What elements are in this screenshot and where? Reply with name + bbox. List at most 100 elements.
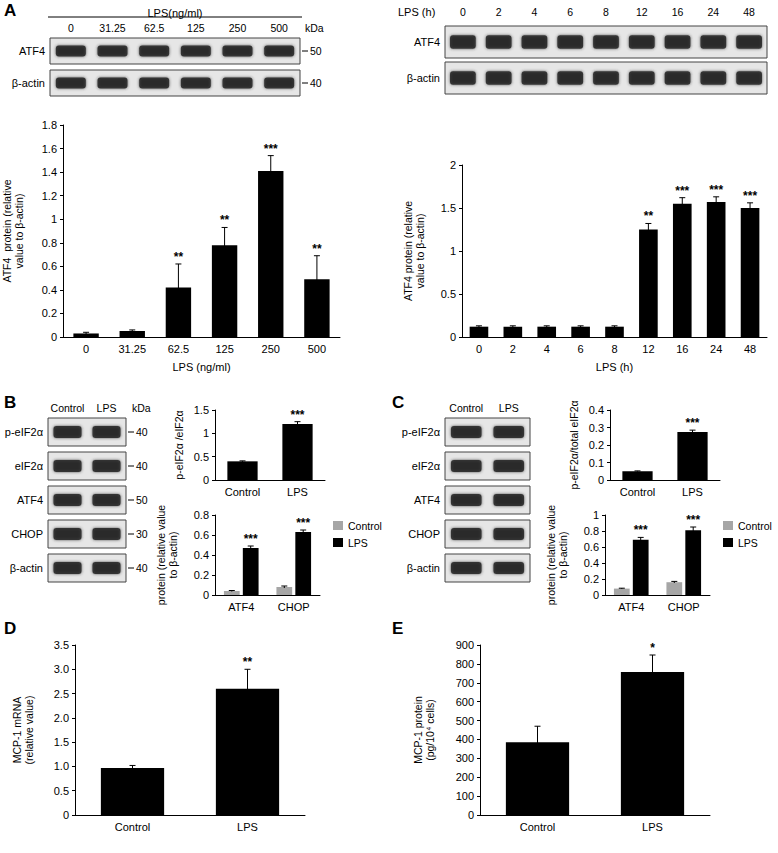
svg-text:ATF4: ATF4 <box>414 36 440 48</box>
svg-text:24: 24 <box>707 6 719 18</box>
svg-text:0.5: 0.5 <box>194 451 209 463</box>
svg-text:to β-actin): to β-actin) <box>557 532 569 579</box>
svg-text:2: 2 <box>450 159 456 171</box>
svg-text:Control: Control <box>738 520 772 532</box>
svg-text:6: 6 <box>578 343 584 355</box>
svg-text:0.2: 0.2 <box>42 307 57 319</box>
svg-text:A: A <box>4 1 16 20</box>
svg-text:1: 1 <box>203 427 209 439</box>
svg-text:***: *** <box>296 516 310 530</box>
svg-text:**: ** <box>644 209 654 223</box>
svg-text:ATF4: ATF4 <box>618 601 644 613</box>
svg-text:LPS: LPS <box>97 402 117 414</box>
svg-text:MCP-1 protein: MCP-1 protein <box>412 696 424 764</box>
svg-text:MCP-1 mRNA: MCP-1 mRNA <box>11 697 23 764</box>
svg-text:40: 40 <box>136 460 148 472</box>
svg-text:p-eIF2α /eIF2α: p-eIF2α /eIF2α <box>173 410 185 479</box>
svg-text:**: ** <box>220 213 230 227</box>
svg-text:0.5: 0.5 <box>441 288 456 300</box>
svg-text:500: 500 <box>456 715 474 727</box>
svg-text:0.1: 0.1 <box>589 457 604 469</box>
svg-text:800: 800 <box>456 658 474 670</box>
svg-text:500: 500 <box>308 343 326 355</box>
svg-text:E: E <box>392 619 403 638</box>
svg-text:300: 300 <box>456 752 474 764</box>
svg-text:0: 0 <box>593 589 599 601</box>
svg-text:500: 500 <box>270 22 288 34</box>
svg-text:0: 0 <box>468 809 474 821</box>
svg-text:0.8: 0.8 <box>42 237 57 249</box>
svg-text:LPS (h): LPS (h) <box>398 6 435 18</box>
svg-text:1: 1 <box>593 509 599 521</box>
svg-text:**: ** <box>243 655 253 669</box>
svg-text:***: *** <box>244 532 258 546</box>
svg-text:6: 6 <box>567 6 573 18</box>
svg-text:LPS: LPS <box>738 537 758 549</box>
svg-text:C: C <box>392 393 404 412</box>
svg-text:48: 48 <box>743 6 755 18</box>
svg-text:p-eIF2α: p-eIF2α <box>402 426 441 438</box>
svg-text:ATF4 protein (relative: ATF4 protein (relative <box>402 201 414 301</box>
svg-text:400: 400 <box>456 733 474 745</box>
svg-text:700: 700 <box>456 677 474 689</box>
svg-text:β-actin: β-actin <box>407 72 440 84</box>
svg-text:48: 48 <box>744 343 756 355</box>
svg-text:0: 0 <box>83 343 89 355</box>
svg-text:1.5: 1.5 <box>194 404 209 416</box>
svg-text:0.4: 0.4 <box>584 557 599 569</box>
svg-text:1.5: 1.5 <box>441 202 456 214</box>
svg-text:125: 125 <box>215 343 233 355</box>
svg-text:200: 200 <box>456 771 474 783</box>
svg-text:CHOP: CHOP <box>11 528 43 540</box>
svg-text:2.5: 2.5 <box>54 688 69 700</box>
svg-text:50: 50 <box>310 45 322 57</box>
svg-text:ATF4: ATF4 <box>19 45 45 57</box>
svg-text:1: 1 <box>51 213 57 225</box>
svg-text:kDa: kDa <box>132 402 151 414</box>
svg-text:8: 8 <box>603 6 609 18</box>
svg-text:value to β-actin): value to β-actin) <box>13 194 25 269</box>
svg-text:0.6: 0.6 <box>194 529 209 541</box>
svg-text:ATF4 protein (relative: ATF4 protein (relative <box>1 179 13 282</box>
svg-text:0.2: 0.2 <box>194 569 209 581</box>
svg-text:0.4: 0.4 <box>194 549 209 561</box>
svg-text:0.4: 0.4 <box>42 284 57 296</box>
svg-text:62.5: 62.5 <box>144 22 165 34</box>
svg-text:D: D <box>4 619 16 638</box>
svg-text:Control: Control <box>51 402 85 414</box>
svg-text:***: *** <box>290 408 304 422</box>
svg-text:16: 16 <box>672 6 684 18</box>
svg-text:900: 900 <box>456 639 474 651</box>
svg-text:1: 1 <box>450 245 456 257</box>
svg-text:0.6: 0.6 <box>584 541 599 553</box>
svg-text:1.8: 1.8 <box>42 119 57 131</box>
svg-text:***: *** <box>685 416 699 430</box>
svg-text:1.5: 1.5 <box>54 736 69 748</box>
svg-text:8: 8 <box>611 343 617 355</box>
svg-text:2: 2 <box>496 6 502 18</box>
svg-text:0: 0 <box>203 589 209 601</box>
svg-text:0.3: 0.3 <box>589 422 604 434</box>
svg-text:ATF4: ATF4 <box>414 494 440 506</box>
svg-text:ATF4: ATF4 <box>228 601 254 613</box>
svg-text:40: 40 <box>310 77 322 89</box>
svg-text:250: 250 <box>229 22 247 34</box>
svg-text:31.25: 31.25 <box>118 343 146 355</box>
svg-text:0: 0 <box>450 331 456 343</box>
svg-text:ATF4: ATF4 <box>17 494 43 506</box>
svg-text:600: 600 <box>456 696 474 708</box>
svg-text:4: 4 <box>544 343 550 355</box>
svg-text:CHOP: CHOP <box>668 601 700 613</box>
svg-text:to β-actin): to β-actin) <box>167 532 179 579</box>
svg-text:24: 24 <box>710 343 722 355</box>
svg-text:12: 12 <box>642 343 654 355</box>
svg-text:LPS (ng/ml): LPS (ng/ml) <box>172 361 230 373</box>
svg-text:62.5: 62.5 <box>168 343 189 355</box>
svg-text:50: 50 <box>136 494 148 506</box>
svg-text:Control: Control <box>115 821 150 833</box>
svg-text:250: 250 <box>262 343 280 355</box>
svg-text:0.2: 0.2 <box>584 573 599 585</box>
svg-text:β-actin: β-actin <box>10 562 43 574</box>
svg-text:LPS: LPS <box>499 402 519 414</box>
svg-text:p-eIF2α: p-eIF2α <box>5 426 44 438</box>
